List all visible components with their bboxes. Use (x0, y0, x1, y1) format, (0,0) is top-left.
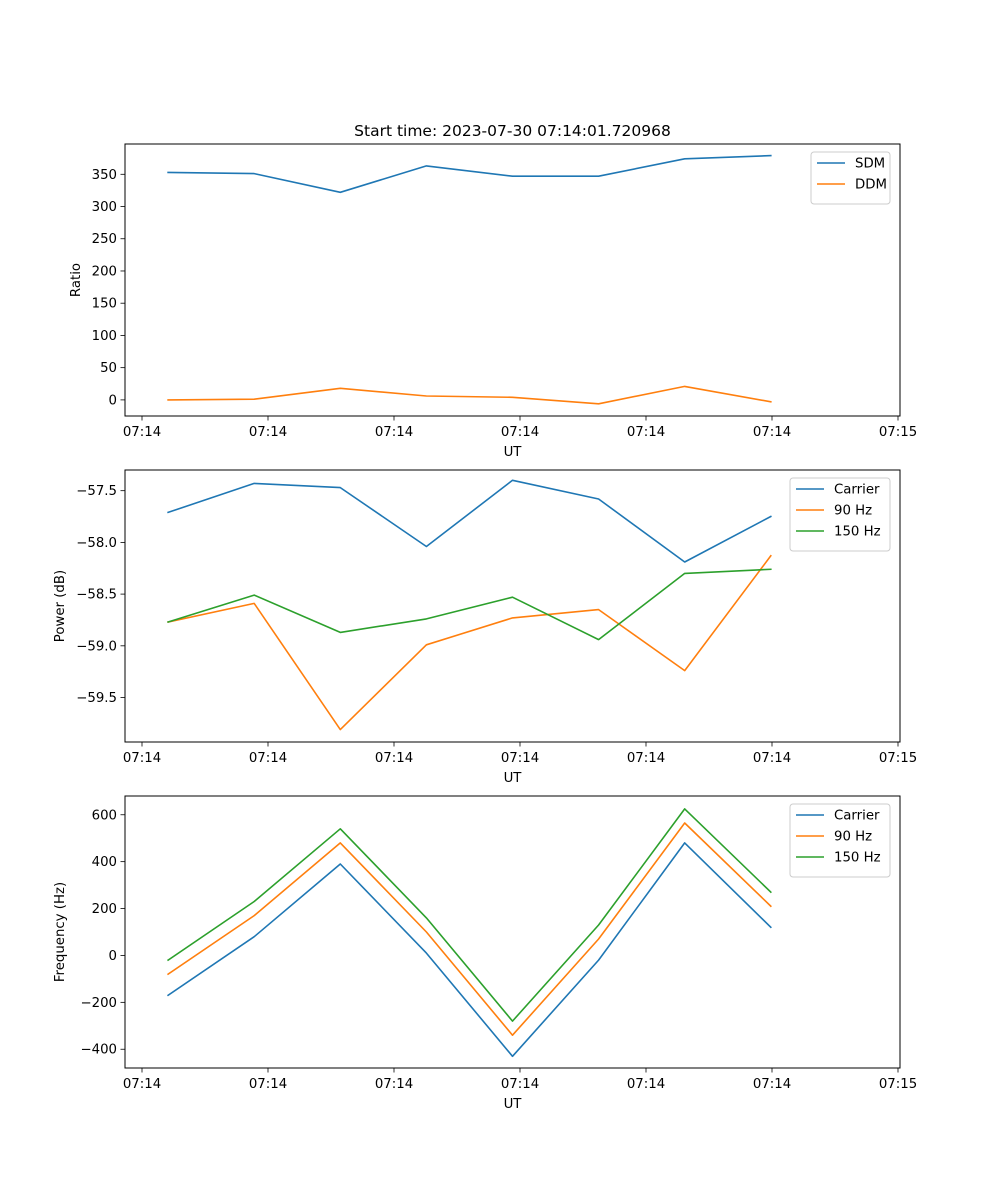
y-tick-label: 50 (100, 361, 117, 376)
y-tick-label: 300 (92, 200, 117, 215)
x-axis-label: UT (504, 445, 523, 460)
x-tick-label: 07:14 (375, 425, 413, 440)
legend-label: 150 Hz (834, 525, 881, 540)
y-axis-label: Power (dB) (53, 570, 68, 642)
y-tick-label: 350 (92, 168, 117, 183)
chart-panel-3: 07:14 07:14 07:14 07:14 07:14 07:14 07:15 UT −40… (53, 795, 917, 1112)
plot-frame (124, 795, 901, 1069)
y-tick-label: −400 (80, 1043, 117, 1058)
legend-label: SDM (855, 157, 885, 172)
plot-frame (124, 143, 901, 417)
x-axis-label: UT (504, 771, 523, 786)
y-tick-label: −58.0 (76, 536, 117, 551)
plot-frame (124, 469, 901, 743)
x-tick-label: 07:14 (627, 751, 665, 766)
legend: Carrier 90 Hz 150 Hz (789, 803, 891, 878)
y-tick-label: 200 (92, 902, 117, 917)
x-tick-label: 07:15 (879, 751, 917, 766)
y-tick-label: −200 (80, 996, 117, 1011)
y-tick-label: −58.5 (76, 588, 117, 603)
legend-frame (789, 477, 891, 552)
x-axis-label: UT (504, 1097, 523, 1112)
y-tick-label: 100 (92, 329, 117, 344)
series-line-90-hz (167, 554, 772, 731)
series-line-sdm (167, 154, 772, 194)
x-tick-label: 07:14 (249, 425, 287, 440)
legend: SDM DDM (810, 151, 891, 205)
chart-title: Start time: 2023-07-30 07:14:01.720968 (354, 122, 671, 140)
legend-frame (810, 151, 891, 205)
y-tick-label: 200 (92, 264, 117, 279)
series-line-carrier (166, 842, 772, 1058)
legend-label: 90 Hz (834, 504, 872, 519)
x-tick-label: 07:15 (879, 425, 917, 440)
x-tick-label: 07:14 (123, 1077, 161, 1092)
y-axis-label: Frequency (Hz) (53, 882, 68, 982)
x-tick-label: 07:14 (501, 1077, 539, 1092)
y-tick-label: 400 (92, 855, 117, 870)
x-tick-label: 07:14 (627, 425, 665, 440)
series-line-carrier (167, 479, 772, 563)
chart-panel-1: Start time: 2023-07-30 07:14:01.720968 07… (69, 122, 917, 460)
series-line-90-hz (166, 822, 772, 1036)
y-tick-label: 250 (92, 232, 117, 247)
x-tick-label: 07:14 (627, 1077, 665, 1092)
x-tick-label: 07:14 (249, 751, 287, 766)
x-tick-label: 07:14 (375, 751, 413, 766)
series-line-150-hz (166, 808, 772, 1022)
chart-panel-2: 07:14 07:14 07:14 07:14 07:14 07:14 07:15 UT −59… (53, 469, 917, 786)
x-tick-label: 07:14 (501, 425, 539, 440)
legend-label: 150 Hz (834, 851, 881, 866)
x-tick-label: 07:14 (249, 1077, 287, 1092)
legend-frame (789, 803, 891, 878)
y-axis-label: Ratio (69, 263, 84, 297)
x-tick-label: 07:14 (753, 425, 791, 440)
y-tick-label: 0 (109, 949, 117, 964)
legend-label: DDM (855, 178, 887, 193)
legend-label: 90 Hz (834, 830, 872, 845)
legend: Carrier 90 Hz 150 Hz (789, 477, 891, 552)
x-tick-label: 07:15 (879, 1077, 917, 1092)
y-tick-label: 0 (109, 393, 117, 408)
y-tick-label: −59.0 (76, 639, 117, 654)
legend-label: Carrier (834, 483, 880, 498)
x-tick-label: 07:14 (375, 1077, 413, 1092)
x-tick-label: 07:14 (123, 425, 161, 440)
y-tick-label: −59.5 (76, 691, 117, 706)
x-tick-label: 07:14 (501, 751, 539, 766)
series-line-ddm (167, 385, 772, 405)
x-tick-label: 07:14 (753, 751, 791, 766)
x-tick-label: 07:14 (753, 1077, 791, 1092)
y-tick-label: 150 (92, 297, 117, 312)
y-tick-label: −57.5 (76, 484, 117, 499)
series-line-150-hz (167, 568, 772, 641)
x-tick-label: 07:14 (123, 751, 161, 766)
y-tick-label: 600 (92, 808, 117, 823)
legend-label: Carrier (834, 809, 880, 824)
